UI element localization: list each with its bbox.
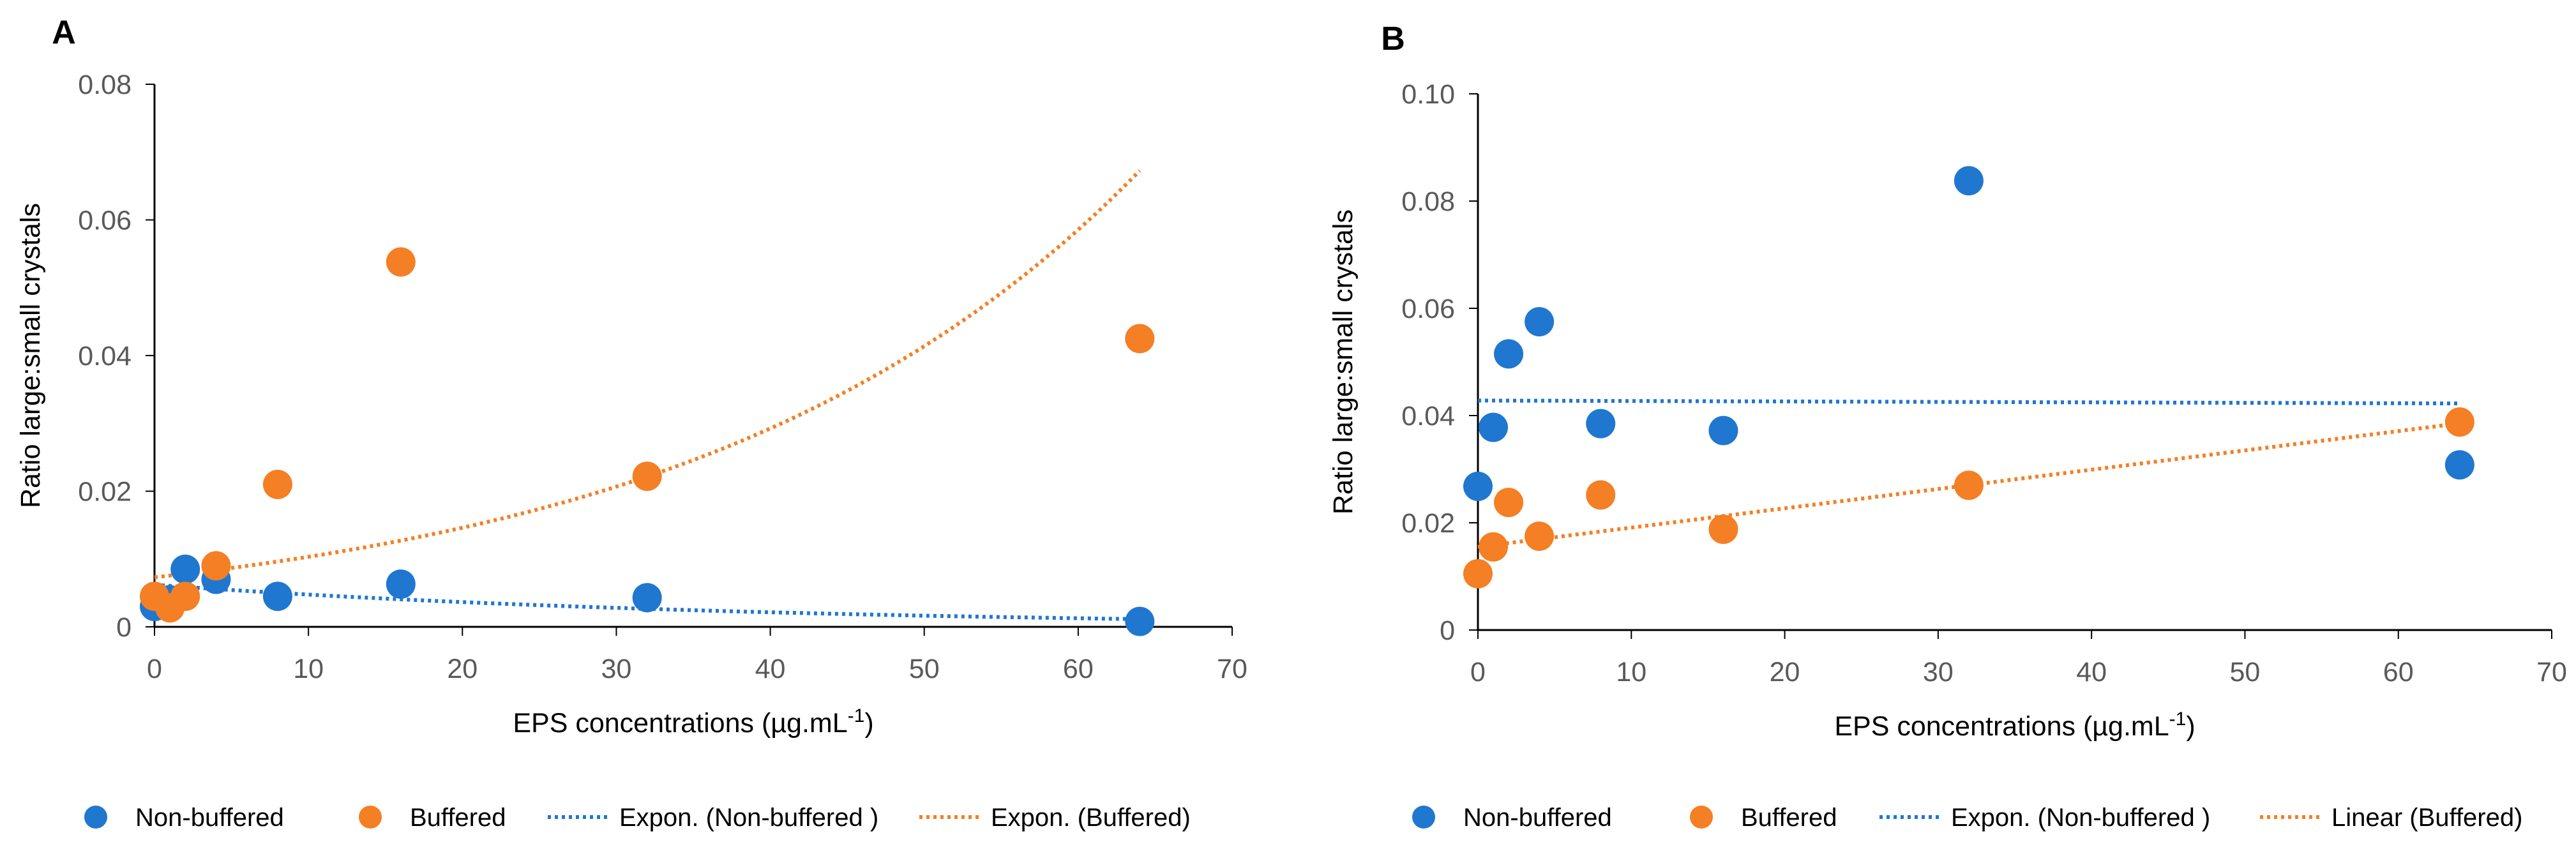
point-buffered — [1463, 559, 1493, 589]
point-buffered — [201, 551, 231, 581]
x-tick-label: 70 — [2536, 657, 2567, 687]
y-tick-label: 0.10 — [1401, 79, 1455, 110]
y-tick-label: 0.04 — [1401, 401, 1455, 432]
point-non-buffered — [1525, 307, 1555, 336]
legend-label-non-buffered: Non-buffered — [135, 804, 284, 832]
legend-label-linear-buffered: Linear (Buffered) — [2331, 804, 2522, 832]
legend-label-expon-non-buffered: Expon. (Non-buffered ) — [619, 804, 878, 832]
point-buffered — [1494, 488, 1524, 518]
x-tick-label: 20 — [447, 654, 478, 684]
legend: Non-buffered Buffered Expon. (Non-buffered… — [84, 804, 1191, 832]
point-buffered — [170, 582, 200, 612]
x-axis-title-suffix: ) — [864, 708, 873, 739]
x-tick-label: 40 — [755, 654, 786, 684]
y-tick-label: 0 — [1440, 615, 1455, 646]
x-axis-title: EPS concentrations (µg.mL-1) — [1834, 709, 2195, 742]
y-tick-label: 0.02 — [78, 477, 132, 507]
point-buffered — [1954, 470, 1984, 500]
x-tick-label: 0 — [147, 654, 162, 684]
x-tick-label: 60 — [2383, 657, 2414, 687]
point-buffered — [1586, 480, 1616, 510]
point-non-buffered — [1954, 166, 1984, 196]
x-tick-label: 30 — [1923, 657, 1954, 687]
point-non-buffered — [170, 554, 200, 584]
legend-label-buffered: Buffered — [410, 804, 506, 832]
point-non-buffered — [1586, 409, 1616, 439]
x-axis-title-sup: -1 — [2169, 709, 2187, 730]
point-buffered — [1125, 324, 1155, 354]
x-tick-label: 70 — [1217, 654, 1247, 684]
x-tick-label: 40 — [2076, 657, 2107, 687]
point-non-buffered — [1494, 339, 1524, 369]
point-buffered — [632, 462, 662, 492]
legend-marker-buffered — [1690, 806, 1713, 829]
x-tick-label: 0 — [1470, 657, 1486, 687]
y-tick-label: 0 — [116, 612, 132, 643]
chart-panel-b: B 0 0.02 0.04 0.06 0.08 0.10 0 10 20 30 40 50 60 70 EPS… — [1328, 20, 2567, 832]
y-tick-label: 0.08 — [78, 70, 132, 100]
point-non-buffered — [1479, 412, 1509, 442]
y-tick-label: 0.06 — [1401, 294, 1455, 324]
panel-label: B — [1381, 20, 1405, 57]
x-tick-label: 20 — [1770, 657, 1800, 687]
point-non-buffered — [1463, 471, 1493, 501]
legend-label-non-buffered: Non-buffered — [1463, 804, 1612, 832]
x-tick-label: 60 — [1063, 654, 1094, 684]
x-tick-label: 10 — [1616, 657, 1646, 687]
trendline-expon-buffered — [154, 169, 1141, 580]
point-buffered — [386, 247, 416, 277]
x-axis-title-sup: -1 — [848, 705, 865, 726]
point-buffered — [262, 469, 292, 499]
point-buffered — [1708, 514, 1738, 544]
x-axis-title: EPS concentrations (µg.mL-1) — [513, 705, 873, 739]
trendline-expon-non-buffered — [1478, 398, 2460, 406]
y-tick-label: 0.08 — [1401, 186, 1455, 217]
legend-label-buffered: Buffered — [1741, 804, 1837, 832]
chart-panel-a: A 0 0.02 0.04 0.06 0.08 0 10 20 30 40 50 60 70 EPS con… — [15, 14, 1247, 832]
x-axis-title-main: EPS concentrations (µg.mL — [513, 708, 847, 739]
point-non-buffered — [262, 582, 292, 612]
legend-marker-buffered — [359, 806, 382, 829]
x-tick-label: 30 — [601, 654, 632, 684]
x-axis-title-suffix: ) — [2186, 711, 2195, 742]
point-non-buffered — [632, 583, 662, 613]
point-non-buffered — [1125, 606, 1155, 636]
legend-marker-non-buffered — [1412, 806, 1435, 829]
legend: Non-buffered Buffered Expon. (Non-buffered… — [1412, 804, 2522, 832]
y-axis-title: Ratio large:small crystals — [15, 203, 46, 508]
point-buffered — [2444, 407, 2474, 437]
x-axis-title-main: EPS concentrations (µg.mL — [1834, 711, 2169, 742]
x-tick-label: 10 — [293, 654, 324, 684]
y-axis-title: Ratio large:small crystals — [1328, 209, 1359, 514]
legend-label-expon-buffered: Expon. (Buffered) — [991, 804, 1191, 832]
point-non-buffered — [2444, 450, 2474, 480]
legend-marker-non-buffered — [84, 806, 107, 829]
y-tick-label: 0.04 — [78, 341, 132, 372]
point-non-buffered — [386, 569, 416, 599]
point-non-buffered — [1708, 416, 1738, 446]
panel-label: A — [52, 14, 76, 51]
y-tick-label: 0.02 — [1401, 508, 1455, 539]
point-buffered — [1525, 522, 1555, 551]
legend-label-expon-non-buffered: Expon. (Non-buffered ) — [1951, 804, 2210, 832]
x-tick-label: 50 — [2230, 657, 2261, 687]
point-buffered — [1479, 532, 1509, 562]
y-tick-label: 0.06 — [78, 206, 132, 236]
x-tick-label: 50 — [909, 654, 940, 684]
